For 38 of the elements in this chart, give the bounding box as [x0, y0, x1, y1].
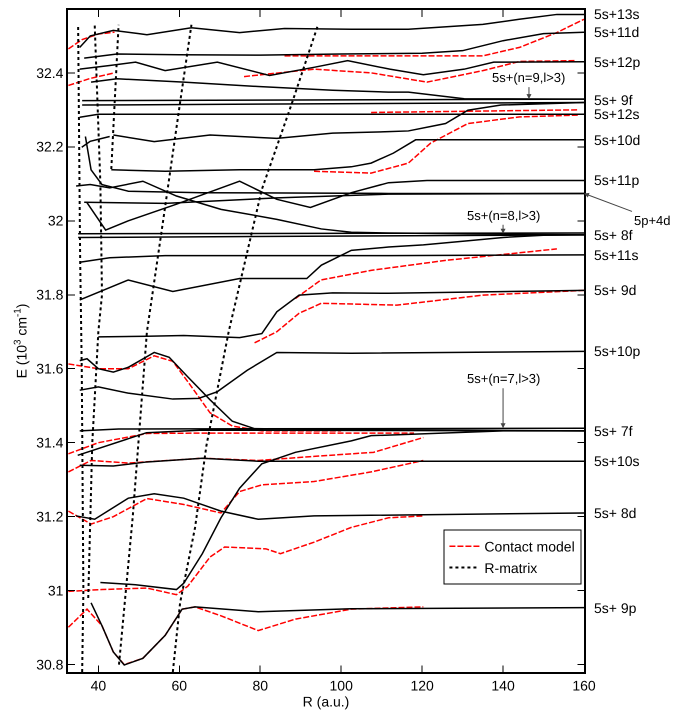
annotation: 5s+12s: [594, 106, 640, 122]
annotation: 5s+(n=7,l>3): [467, 371, 540, 386]
legend-label: R-matrix: [484, 560, 538, 576]
annotation: 5s+10p: [594, 343, 641, 359]
annotation: 5p+4d: [634, 213, 671, 228]
annotation: 5s+11s: [594, 247, 638, 263]
y-tick-label: 31.2: [36, 508, 64, 525]
x-tick-label: 40: [90, 678, 106, 694]
y-tick-label: 32: [48, 212, 64, 229]
y-tick-label: 31.6: [36, 360, 64, 377]
annotation: 5s+ 9p: [594, 600, 637, 616]
y-tick-label: 31: [48, 582, 64, 599]
x-tick-label: 160: [572, 678, 596, 694]
annotation: 5s+ 8d: [594, 505, 636, 521]
annotation: 5s+11d: [594, 24, 640, 40]
y-tick-label: 31.4: [36, 434, 64, 451]
annotation: 5s+10d: [594, 132, 640, 148]
x-tick-label: 120: [410, 678, 434, 694]
legend-label: Contact model: [484, 538, 575, 555]
x-tick-label: 140: [491, 678, 515, 694]
x-axis-title: R (a.u.): [302, 694, 350, 710]
y-tick-label: 32.4: [36, 64, 64, 81]
annotation: 5s+11p: [594, 172, 640, 188]
annotation: 5s+ 9d: [594, 282, 636, 298]
y-tick-label: 30.8: [36, 656, 64, 672]
annotation: 5s+(n=8,l>3): [467, 208, 540, 223]
annotation: 5s+ 8f: [594, 227, 633, 243]
x-tick-label: 80: [252, 678, 268, 694]
x-tick-label: 60: [172, 678, 188, 694]
x-tick-label: 100: [330, 678, 354, 694]
annotation: 5s+13s: [594, 6, 640, 22]
annotation: 5s+ 7f: [594, 423, 633, 439]
annotation: 5s+ 9f: [594, 92, 633, 108]
annotation: 5s+(n=9,l>3): [492, 70, 566, 85]
y-tick-label: 32.2: [36, 138, 64, 155]
annotation: 5s+10s: [594, 453, 640, 469]
y-tick-label: 31.8: [36, 286, 64, 303]
annotation: 5s+12p: [594, 54, 641, 70]
